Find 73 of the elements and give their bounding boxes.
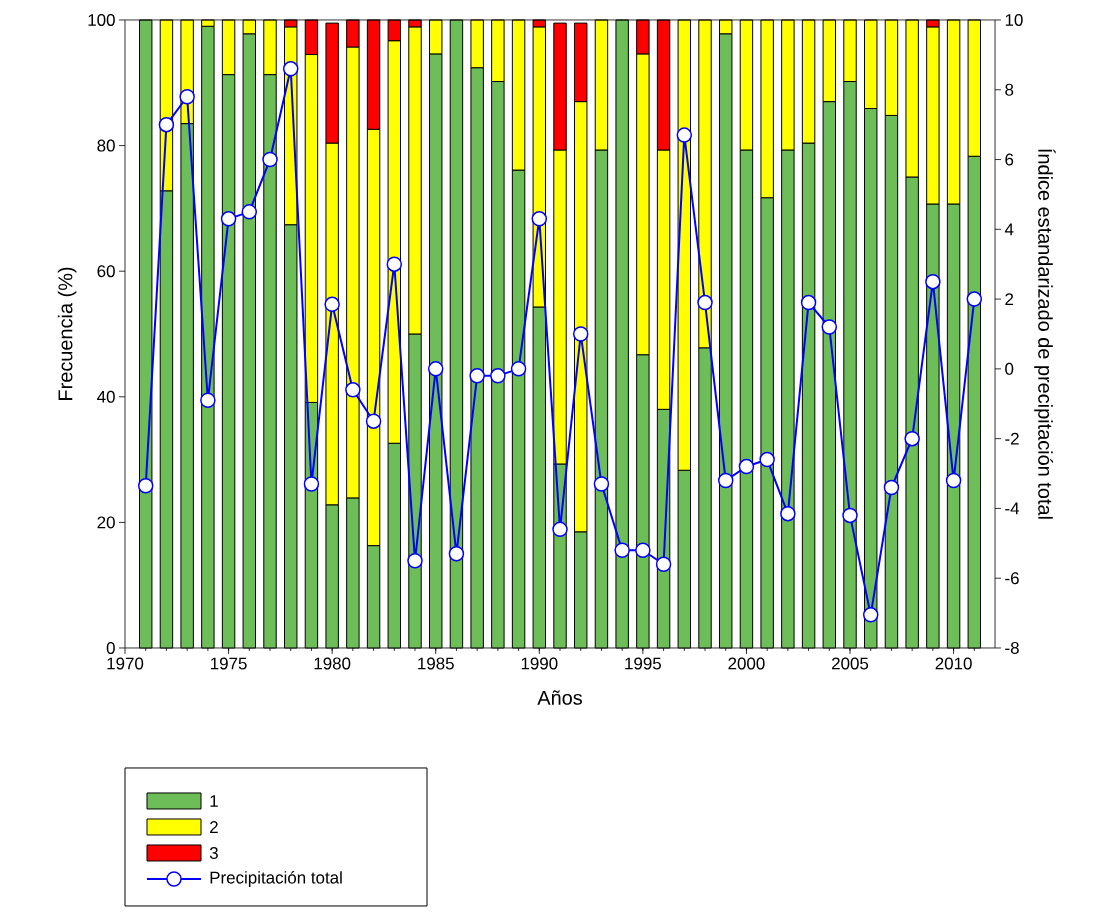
y2-tick-label: -2	[1005, 432, 1019, 445]
point	[510, 361, 527, 377]
point	[572, 326, 589, 342]
legend-label: Precipitación total	[210, 870, 342, 887]
point	[324, 296, 340, 313]
x-axis-title: Años	[537, 690, 582, 705]
point	[262, 151, 278, 168]
point	[842, 507, 858, 524]
point	[883, 479, 900, 496]
y2-axis-title: Índice estandarizado de precipitación total	[1034, 149, 1056, 519]
point	[697, 294, 713, 311]
y-tick-label: 100	[88, 13, 115, 26]
point	[282, 61, 299, 77]
point	[345, 382, 361, 398]
point	[427, 361, 444, 377]
y2-tick-label: 0	[1005, 362, 1014, 375]
point	[862, 607, 879, 623]
point	[469, 368, 485, 384]
y2-tick-label: -6	[1005, 572, 1019, 585]
point	[365, 413, 382, 429]
point	[800, 294, 817, 311]
point	[904, 430, 920, 447]
legend-label: 2	[210, 821, 218, 833]
y2-tick-label: 10	[1005, 13, 1023, 26]
point	[655, 556, 672, 572]
point	[200, 392, 216, 409]
point	[531, 211, 548, 227]
x-tick-label: 1985	[418, 657, 454, 670]
point	[635, 542, 651, 559]
point	[179, 88, 195, 105]
x-tick-label: 2000	[728, 657, 765, 670]
y2-tick-label: -4	[1005, 502, 1020, 515]
point	[137, 478, 154, 494]
point	[241, 204, 258, 220]
y-tick-label: 0	[106, 641, 115, 654]
legend-label: 3	[209, 846, 218, 859]
y2-tick-label: 8	[1005, 83, 1014, 96]
y2-tick-label: 6	[1005, 153, 1014, 166]
point	[676, 127, 693, 143]
x-tick-label: 2005	[832, 657, 869, 670]
point	[759, 451, 775, 468]
point	[925, 273, 941, 290]
point	[821, 319, 838, 335]
point	[614, 542, 630, 559]
point	[945, 472, 962, 489]
point	[490, 368, 506, 384]
y-tick-label: 60	[97, 265, 115, 278]
y2-tick-label: 2	[1005, 293, 1014, 306]
y2-tick-label: -8	[1005, 641, 1019, 654]
x-tick-label: 1975	[211, 657, 247, 670]
point	[966, 291, 983, 307]
point	[593, 476, 610, 492]
point	[407, 553, 423, 569]
y-tick-label: 40	[97, 390, 115, 403]
y-tick-label: 80	[97, 139, 115, 152]
x-tick-label: 1970	[107, 657, 144, 670]
x-tick-label: 1995	[625, 657, 661, 670]
point	[158, 116, 175, 133]
point	[303, 476, 320, 492]
legend-label: 1	[210, 795, 218, 807]
y-tick-label: 20	[97, 516, 115, 529]
point	[552, 521, 568, 538]
point	[386, 256, 403, 272]
point	[220, 211, 237, 227]
y-axis-title: Frecuencia (%)	[57, 267, 77, 400]
x-tick-label: 1980	[314, 657, 351, 670]
point	[780, 505, 796, 522]
point	[738, 458, 755, 475]
x-tick-label: 2010	[935, 657, 972, 670]
point	[717, 472, 734, 489]
y2-tick-label: 4	[1004, 223, 1014, 236]
point	[448, 546, 465, 562]
x-tick-label: 1990	[521, 657, 558, 670]
